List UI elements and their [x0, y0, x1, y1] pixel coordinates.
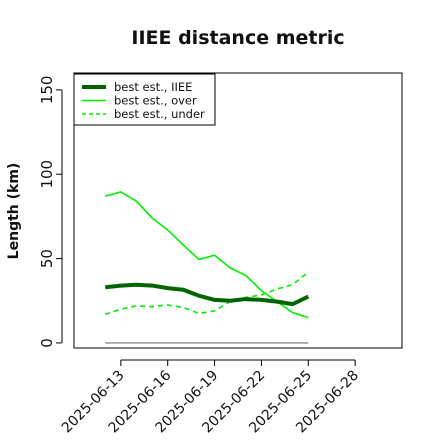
- legend-label: best est., IIEE: [114, 80, 192, 94]
- y-tick-label: 0: [38, 338, 56, 348]
- y-tick-label: 50: [38, 249, 56, 268]
- series-layer: [104, 191, 310, 344]
- legend-label: best est., over: [114, 94, 197, 108]
- y-axis: 0 50 100 150: [38, 76, 63, 348]
- plot-area-frame: [73, 72, 403, 349]
- y-tick-label: 100: [38, 160, 56, 189]
- legend-box: [73, 73, 216, 126]
- series-line-solid-thick: [105, 282, 310, 307]
- y-tick-label: 150: [38, 76, 56, 105]
- series-line-dashed: [104, 271, 309, 316]
- legend-label: best est., under: [114, 107, 205, 121]
- x-axis: 2025-06-132025-06-162025-06-192025-06-22…: [59, 359, 362, 436]
- y-axis-label: Length (km): [6, 163, 22, 260]
- chart-title: IIEE distance metric: [131, 27, 344, 49]
